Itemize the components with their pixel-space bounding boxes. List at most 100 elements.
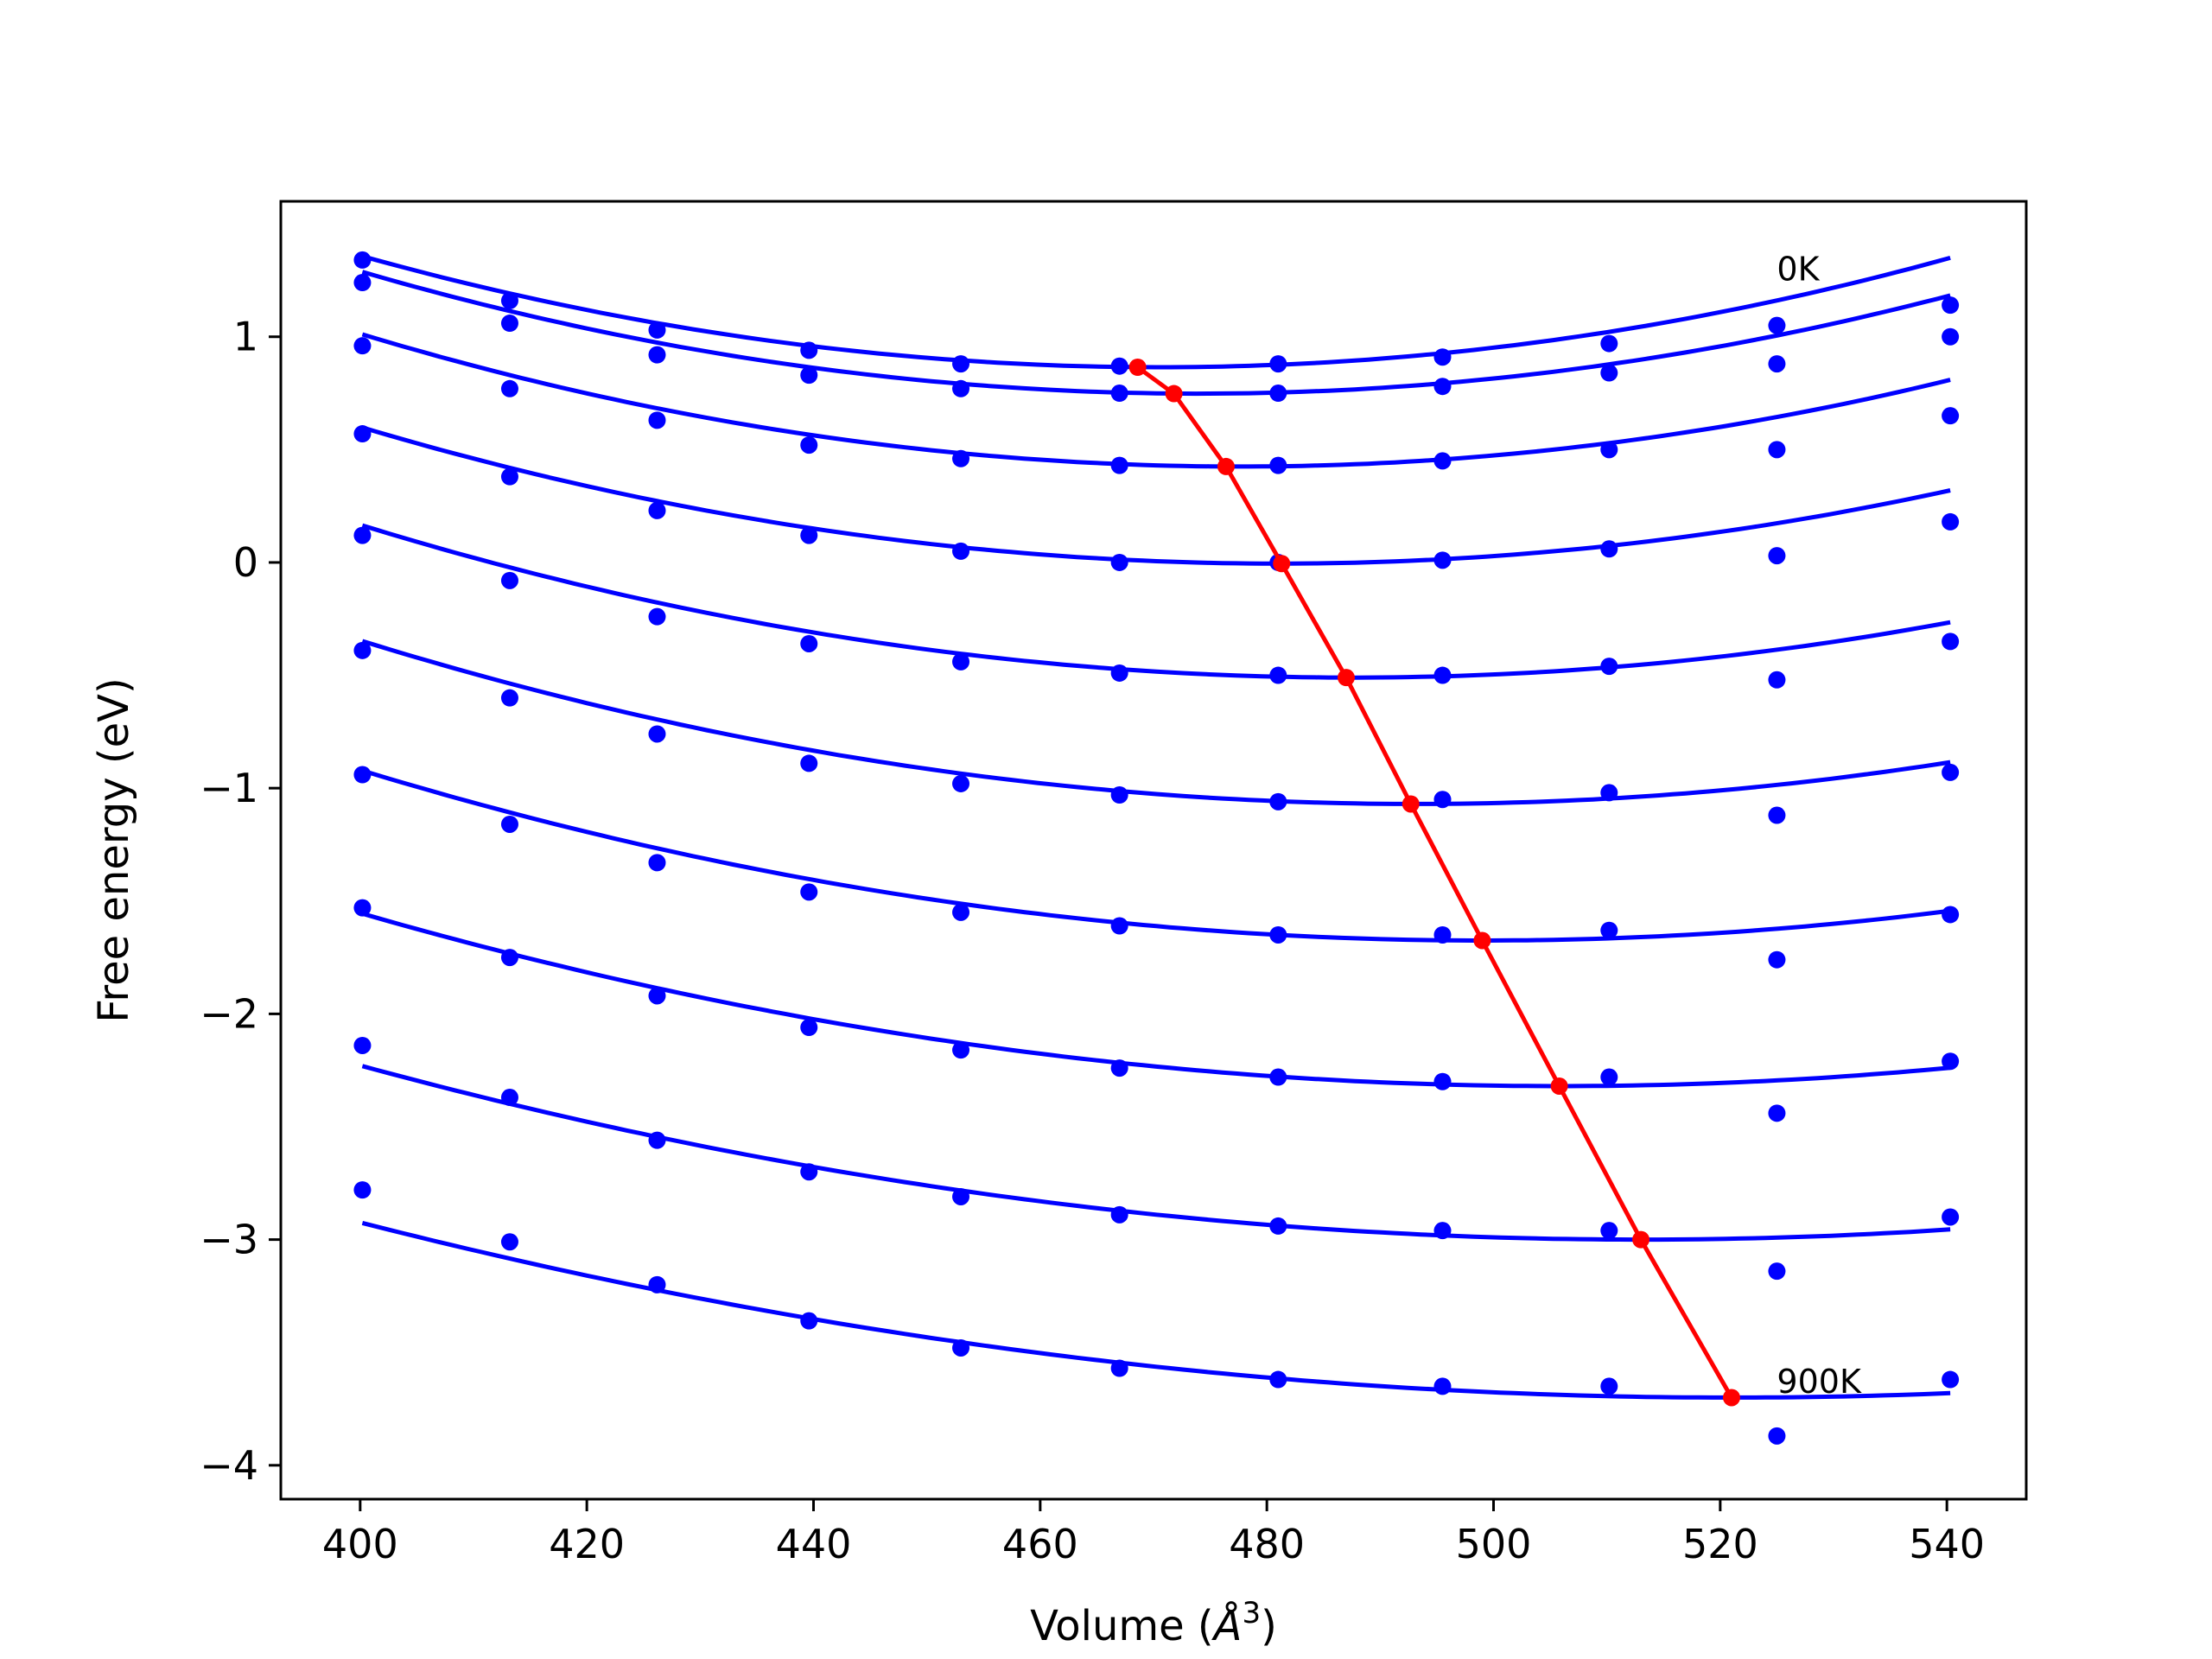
data-point: [1942, 1208, 1960, 1226]
y-axis-ticks: 1 0 −1 −2 −3 −4: [200, 314, 281, 1489]
data-point: [1433, 452, 1452, 470]
data-point: [1600, 1222, 1618, 1240]
minimum-point: [1217, 457, 1235, 475]
minimum-point: [1632, 1230, 1650, 1249]
data-point: [500, 815, 518, 833]
data-point: [648, 346, 666, 364]
data-point: [1942, 296, 1960, 315]
fit-curve-7: [361, 911, 1951, 1089]
minimum-point: [1722, 1389, 1740, 1407]
data-point: [1269, 385, 1287, 403]
data-point: [1942, 1052, 1960, 1071]
y-tick-label: 1: [233, 314, 258, 360]
data-point: [1768, 1104, 1786, 1122]
data-point: [500, 949, 518, 967]
data-point: [1768, 950, 1786, 969]
data-point: [500, 689, 518, 707]
data-point: [1433, 791, 1452, 809]
x-tick-label: 460: [1002, 1521, 1078, 1567]
data-point: [500, 1089, 518, 1107]
x-tick-label: 540: [1909, 1521, 1985, 1567]
data-point: [1110, 385, 1128, 403]
data-point: [1600, 658, 1618, 676]
fitted-curves: [361, 254, 1951, 1400]
data-point: [1269, 1068, 1287, 1086]
x-tick-label: 520: [1682, 1521, 1758, 1567]
data-point: [1110, 786, 1128, 804]
minimum-point: [1550, 1077, 1568, 1095]
x-tick-label: 420: [549, 1521, 625, 1567]
x-tick-label: 480: [1229, 1521, 1305, 1567]
data-point: [1768, 441, 1786, 459]
data-point: [1768, 547, 1786, 565]
data-point: [648, 1275, 666, 1294]
data-point: [1768, 671, 1786, 689]
data-point: [1768, 355, 1786, 373]
data-point: [1433, 1377, 1452, 1395]
x-axis-label-unit: Å: [1211, 1601, 1243, 1650]
data-point: [1110, 917, 1128, 935]
y-tick-label: 0: [233, 539, 258, 586]
minima-line: [1136, 365, 1734, 1399]
data-point: [1433, 1072, 1452, 1090]
plot-frame: [279, 200, 2028, 1501]
x-axis-ticks: 400 420 440 460 480 500 520 540: [322, 1499, 1985, 1567]
fit-curve-2: [361, 332, 1951, 469]
data-point: [648, 501, 666, 519]
minimum-point: [1273, 555, 1291, 573]
data-point: [353, 1036, 372, 1054]
data-point: [1942, 327, 1960, 346]
curve-annotation: 0K: [1777, 250, 1820, 288]
data-point: [648, 607, 666, 626]
data-point: [1110, 1205, 1128, 1224]
data-point: [1269, 925, 1287, 944]
data-point: [1600, 334, 1618, 353]
data-point: [952, 774, 970, 792]
data-point: [952, 1041, 970, 1059]
minimum-point: [1473, 931, 1491, 950]
data-point: [800, 634, 818, 652]
data-point: [800, 1163, 818, 1181]
data-point: [500, 1233, 518, 1251]
minimum-point: [1128, 358, 1147, 376]
data-point: [1768, 806, 1786, 824]
x-axis-label-text: Volume (: [1030, 1602, 1214, 1650]
data-point: [648, 854, 666, 872]
data-point: [952, 652, 970, 671]
y-tick-label: −3: [200, 1217, 258, 1263]
fit-curve-6: [361, 768, 1951, 943]
annotations: 0K 900K: [1777, 250, 1862, 1401]
fit-curve-5: [361, 639, 1951, 806]
x-axis-label: Volume (Å3): [1030, 1596, 1277, 1650]
data-point: [1942, 632, 1960, 651]
data-point: [800, 883, 818, 901]
data-point: [353, 1181, 372, 1199]
minima-line-group: [1128, 358, 1740, 1407]
fit-curve-1: [361, 270, 1951, 397]
data-points: [353, 251, 1960, 1445]
data-point: [500, 467, 518, 486]
data-point: [952, 542, 970, 560]
data-point: [353, 251, 372, 269]
data-point: [1110, 553, 1128, 571]
data-point: [1110, 1059, 1128, 1077]
data-point: [800, 1019, 818, 1037]
x-axis-label-exponent: 3: [1242, 1596, 1261, 1630]
data-point: [1768, 1262, 1786, 1281]
data-point: [1942, 1370, 1960, 1389]
data-point: [1433, 666, 1452, 684]
data-point: [1600, 921, 1618, 939]
data-point: [500, 379, 518, 397]
data-point: [952, 355, 970, 373]
data-point: [353, 899, 372, 917]
y-tick-label: −4: [200, 1442, 258, 1489]
data-point: [648, 987, 666, 1005]
data-point: [353, 425, 372, 443]
fit-curve-3: [361, 425, 1951, 566]
data-point: [1942, 407, 1960, 425]
data-point: [1433, 551, 1452, 569]
data-point: [1942, 906, 1960, 924]
data-point: [648, 725, 666, 743]
